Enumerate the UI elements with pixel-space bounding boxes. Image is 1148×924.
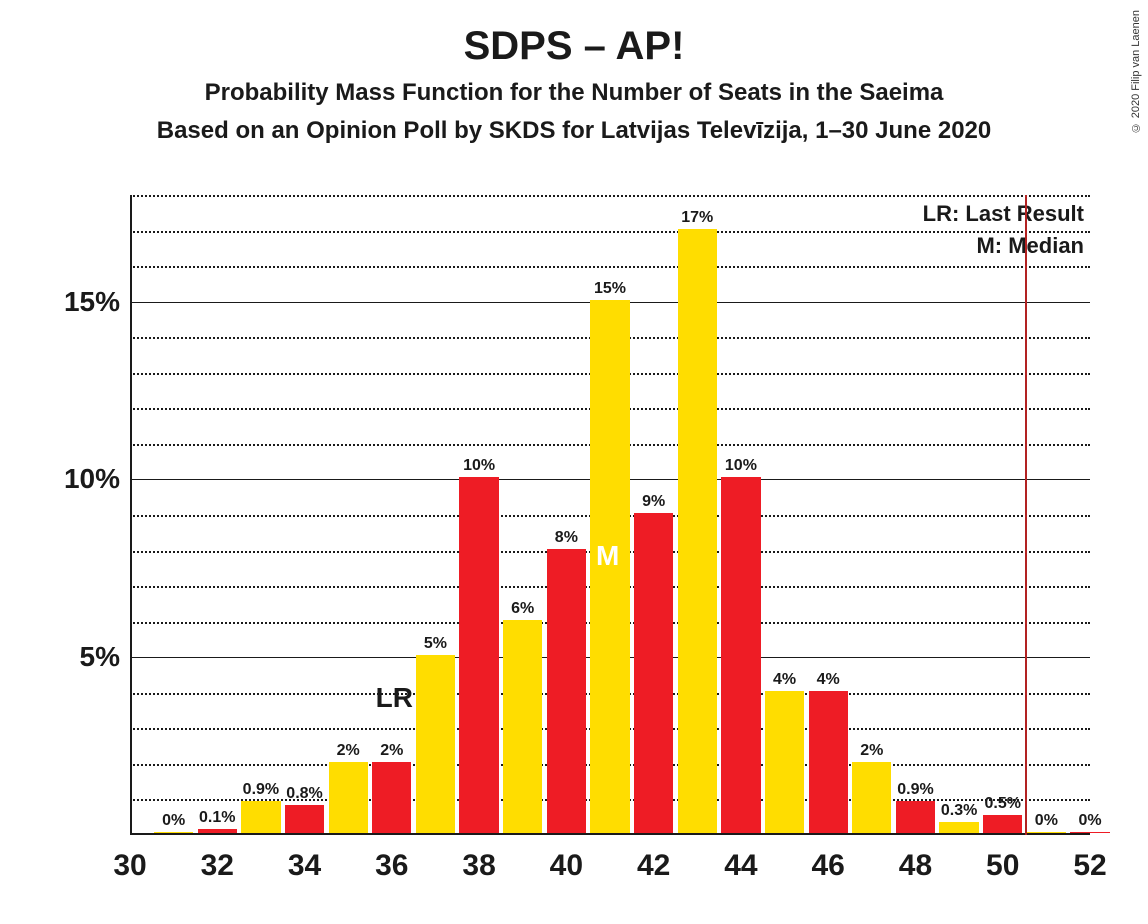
- bar-value-label: 0.1%: [199, 809, 235, 827]
- x-tick-label: 46: [811, 849, 844, 883]
- copyright-text: © 2020 Filip van Laenen: [1130, 10, 1142, 133]
- chart-title: SDPS – AP!: [0, 24, 1148, 69]
- bar-value-label: 0%: [1035, 812, 1058, 830]
- bar: [721, 477, 760, 833]
- lr-annotation: LR: [376, 682, 413, 714]
- median-annotation: M: [596, 540, 619, 572]
- grid-minor: [130, 266, 1090, 268]
- bar: [154, 832, 193, 833]
- x-tick-label: 42: [637, 849, 670, 883]
- y-tick-label: 10%: [40, 463, 120, 495]
- x-tick-label: 32: [201, 849, 234, 883]
- bar-value-label: 4%: [773, 671, 796, 689]
- bar: [372, 762, 411, 833]
- bar: [285, 805, 324, 833]
- bar: [809, 691, 848, 833]
- x-tick-label: 38: [462, 849, 495, 883]
- x-axis-line: [130, 833, 1090, 835]
- bar: [503, 620, 542, 833]
- bar: [678, 229, 717, 833]
- x-tick-label: 50: [986, 849, 1019, 883]
- bar-value-label: 2%: [380, 742, 403, 760]
- y-tick-label: 5%: [40, 641, 120, 673]
- bar-value-label: 10%: [463, 457, 495, 475]
- bar: [329, 762, 368, 833]
- legend: LR: Last Result M: Median: [923, 201, 1084, 265]
- plot-area: LR: Last Result M: Median 5%10%15%303234…: [130, 195, 1090, 835]
- bar-value-label: 0%: [1078, 812, 1101, 830]
- titles-block: SDPS – AP! Probability Mass Function for…: [0, 0, 1148, 145]
- bar-value-label: 17%: [681, 209, 713, 227]
- bar-value-label: 2%: [337, 742, 360, 760]
- legend-m: M: Median: [923, 233, 1084, 259]
- bar: [547, 549, 586, 833]
- bar: [939, 822, 978, 833]
- bar: [198, 829, 237, 833]
- bar: [983, 815, 1022, 833]
- legend-lr: LR: Last Result: [923, 201, 1084, 227]
- y-tick-label: 15%: [40, 286, 120, 318]
- chart-area: LR: Last Result M: Median 5%10%15%303234…: [60, 195, 1110, 835]
- bar-value-label: 15%: [594, 280, 626, 298]
- chart-subtitle-1: Probability Mass Function for the Number…: [0, 79, 1148, 107]
- grid-minor: [130, 195, 1090, 197]
- bar: [896, 801, 935, 833]
- bar: [1027, 832, 1066, 833]
- bar: [852, 762, 891, 833]
- x-tick-label: 40: [550, 849, 583, 883]
- bar-value-label: 2%: [860, 742, 883, 760]
- bar-value-label: 0.5%: [984, 795, 1020, 813]
- last-result-line: [1025, 195, 1027, 835]
- bar: [634, 513, 673, 833]
- bar: [459, 477, 498, 833]
- x-tick-label: 30: [113, 849, 146, 883]
- grid-minor: [130, 231, 1090, 233]
- x-tick-label: 52: [1073, 849, 1106, 883]
- bar-value-label: 6%: [511, 600, 534, 618]
- bar: [416, 655, 455, 833]
- bar: [765, 691, 804, 833]
- x-tick-label: 48: [899, 849, 932, 883]
- bar-value-label: 0%: [162, 812, 185, 830]
- bar-value-label: 9%: [642, 493, 665, 511]
- bar: [241, 801, 280, 833]
- bar-value-label: 5%: [424, 635, 447, 653]
- bar-value-label: 0.9%: [897, 781, 933, 799]
- bar-value-label: 0.9%: [243, 781, 279, 799]
- bar-value-label: 0.8%: [286, 785, 322, 803]
- bar-value-label: 4%: [817, 671, 840, 689]
- bar-value-label: 0.3%: [941, 802, 977, 820]
- bar: [1070, 832, 1109, 833]
- x-tick-label: 34: [288, 849, 321, 883]
- x-tick-label: 36: [375, 849, 408, 883]
- bar-value-label: 10%: [725, 457, 757, 475]
- x-tick-label: 44: [724, 849, 757, 883]
- chart-subtitle-2: Based on an Opinion Poll by SKDS for Lat…: [0, 117, 1148, 145]
- bar-value-label: 8%: [555, 529, 578, 547]
